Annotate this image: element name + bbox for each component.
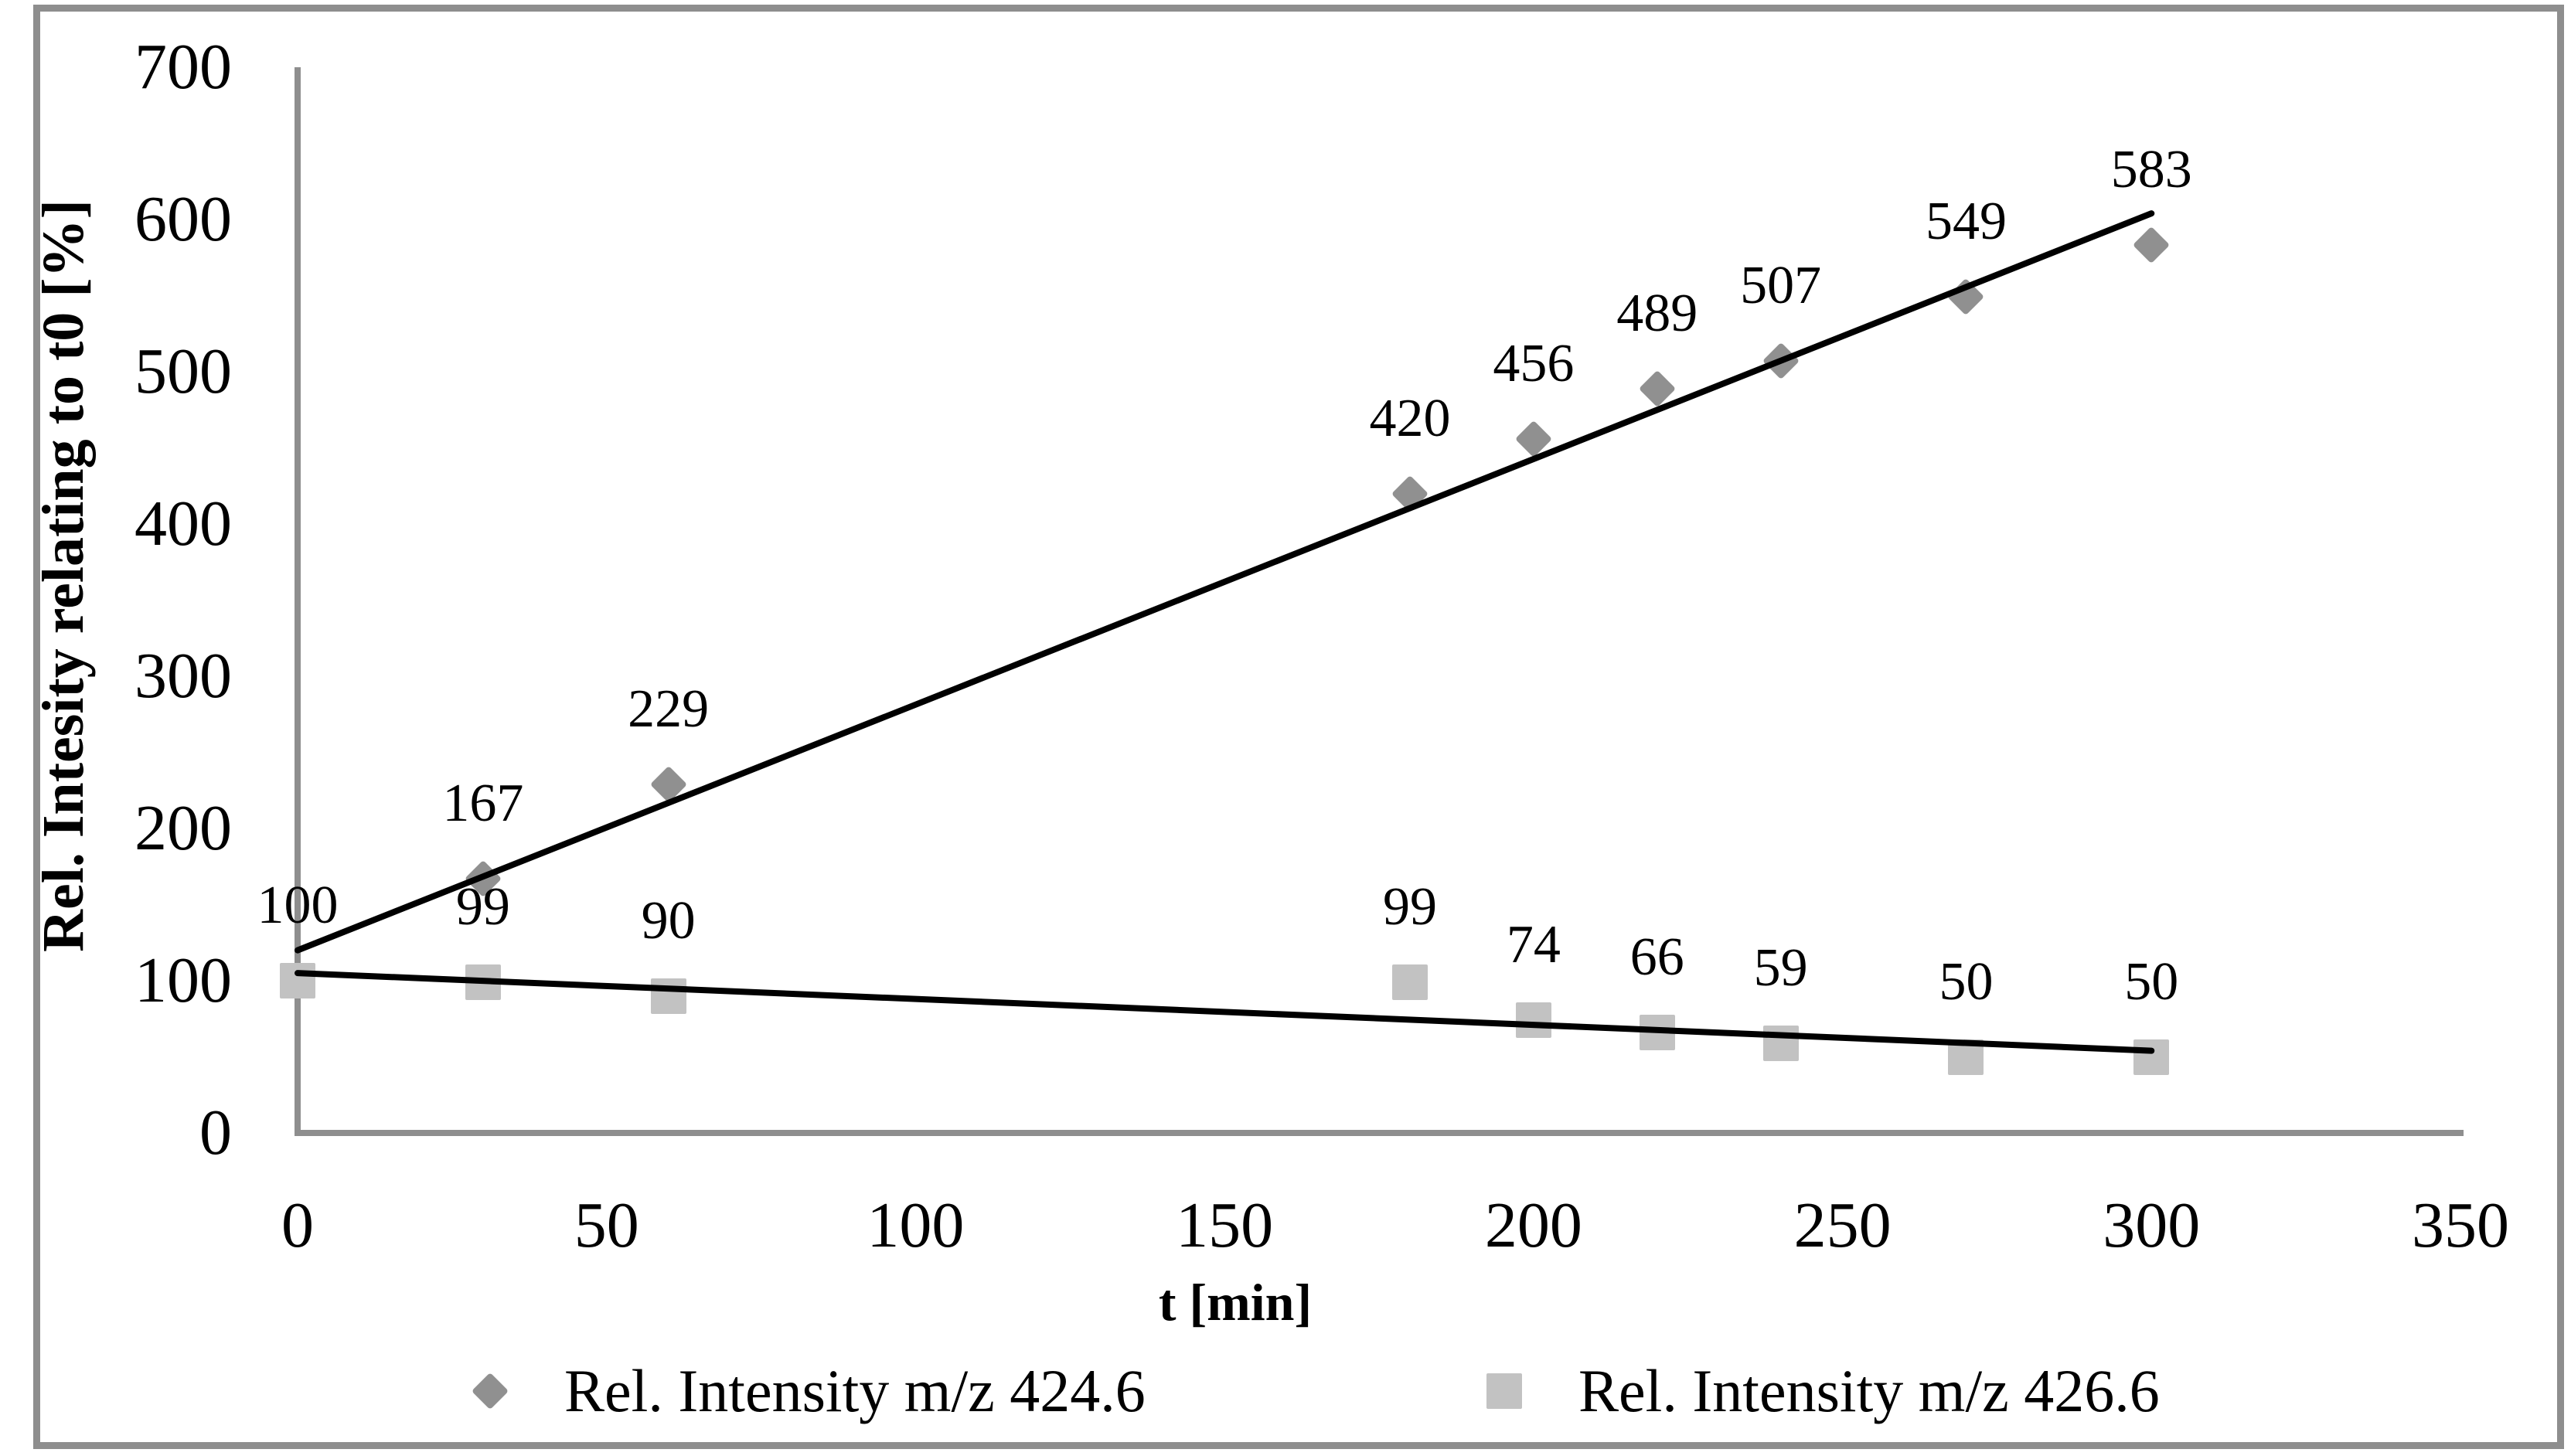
data-point-label: 90 — [641, 890, 696, 951]
square-marker-icon — [1483, 1369, 1526, 1413]
diamond-icon — [471, 1372, 509, 1410]
data-point-label: 66 — [1629, 927, 1684, 987]
legend-entry-mz-426: Rel. Intensity m/z 426.6 — [1483, 1352, 2160, 1430]
x-axis-title: t [min] — [1158, 1273, 1313, 1332]
data-point-label: 99 — [455, 876, 510, 937]
x-axis-line — [295, 1130, 2464, 1136]
data-point-label: 456 — [1493, 333, 1575, 393]
data-point-label: 50 — [1939, 951, 1994, 1012]
y-tick-label: 100 — [135, 944, 232, 1016]
x-tick-label: 200 — [1484, 1189, 1582, 1261]
data-point-square — [1639, 1014, 1675, 1050]
x-tick-label: 150 — [1176, 1189, 1274, 1261]
x-tick-label: 350 — [2412, 1189, 2509, 1261]
y-tick-label: 200 — [135, 792, 232, 864]
data-point-square — [465, 964, 501, 1000]
data-point-label: 167 — [442, 774, 524, 833]
data-point-label: 583 — [2110, 140, 2192, 200]
data-point-label: 99 — [1382, 876, 1437, 937]
y-tick-label: 0 — [199, 1097, 232, 1169]
x-tick-label: 300 — [2103, 1189, 2201, 1261]
data-point-label: 489 — [1616, 283, 1698, 343]
x-tick-label: 0 — [281, 1189, 314, 1261]
x-tick-label: 100 — [867, 1189, 965, 1261]
y-tick-label: 600 — [135, 183, 232, 255]
data-point-label: 229 — [628, 679, 710, 739]
figure-border — [33, 5, 2564, 1449]
data-point-label: 420 — [1369, 388, 1451, 448]
data-point-label: 74 — [1506, 915, 1561, 975]
data-point-label: 549 — [1925, 192, 2007, 252]
data-point-label: 50 — [2124, 951, 2179, 1012]
square-icon — [1486, 1373, 1522, 1409]
y-tick-label: 400 — [135, 488, 232, 560]
legend-label: Rel. Intensity m/z 424.6 — [564, 1357, 1146, 1424]
x-tick-label: 250 — [1793, 1189, 1892, 1261]
x-tick-label: 50 — [574, 1189, 639, 1261]
data-point-label: 100 — [257, 876, 339, 935]
data-point-square — [1515, 1002, 1551, 1039]
y-tick-label: 300 — [135, 640, 232, 712]
legend-label: Rel. Intensity m/z 426.6 — [1578, 1357, 2160, 1424]
data-point-square — [1762, 1025, 1799, 1061]
y-tick-label: 700 — [135, 31, 232, 103]
data-point-label: 59 — [1753, 937, 1808, 998]
y-tick-label: 500 — [135, 335, 232, 407]
data-point-label: 507 — [1740, 256, 1822, 316]
data-point-square — [650, 978, 686, 1014]
data-point-square — [1948, 1039, 1984, 1075]
diamond-marker-icon — [468, 1369, 512, 1413]
data-point-square — [280, 963, 315, 998]
legend-entry-mz-424: Rel. Intensity m/z 424.6 — [468, 1352, 1146, 1430]
y-axis-title: Rel. Intesity relating to t0 [%] — [31, 199, 96, 952]
data-point-square — [2133, 1039, 2170, 1075]
